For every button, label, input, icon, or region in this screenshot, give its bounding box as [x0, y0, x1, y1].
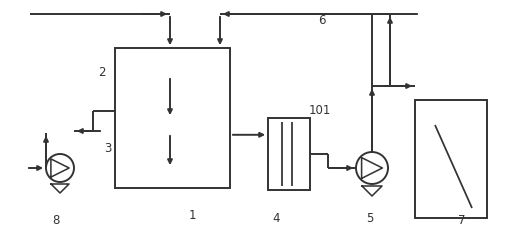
- Text: 7: 7: [458, 214, 466, 226]
- Circle shape: [46, 154, 74, 182]
- Bar: [415, 100, 487, 218]
- Text: 4: 4: [272, 211, 280, 225]
- Circle shape: [356, 152, 388, 184]
- Text: 3: 3: [105, 141, 112, 155]
- Text: 6: 6: [318, 14, 326, 26]
- Bar: [268, 118, 310, 190]
- Bar: [115, 48, 230, 188]
- Text: 5: 5: [366, 211, 374, 225]
- Text: 2: 2: [98, 66, 106, 78]
- Text: 1: 1: [188, 208, 196, 222]
- Text: 101: 101: [309, 104, 331, 116]
- Text: 8: 8: [53, 214, 60, 226]
